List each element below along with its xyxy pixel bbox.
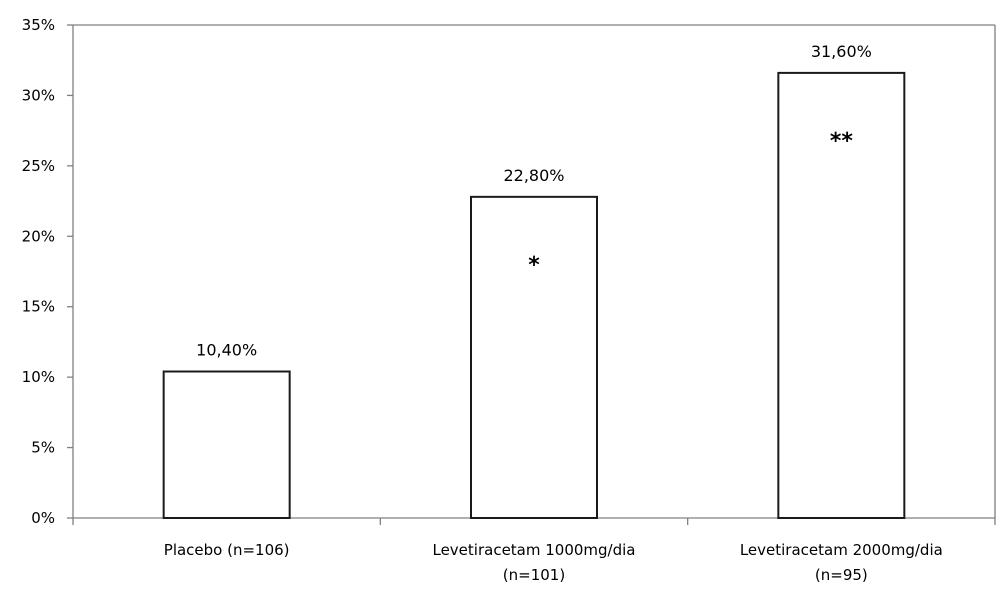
data-labels: 10,40% 22,80% * 31,60% **	[196, 42, 872, 360]
data-label: 31,60%	[811, 42, 872, 61]
bar	[777, 71, 906, 520]
x-category-label: (n=95)	[815, 566, 868, 584]
x-category-label: (n=101)	[503, 566, 565, 584]
y-tick-label: 10%	[22, 368, 55, 386]
plot-frame	[73, 24, 996, 518]
data-label: 22,80%	[503, 166, 564, 185]
y-tick-label: 30%	[22, 86, 55, 104]
bar	[162, 370, 291, 519]
y-tick-label: 5%	[31, 439, 55, 457]
bars	[162, 71, 906, 520]
y-axis: 0% 5% 10% 15% 20% 25% 30% 35%	[22, 16, 74, 527]
x-axis: Placebo (n=106) Levetiracetam 1000mg/dia (…	[72, 517, 996, 584]
x-category-label: Levetiracetam 1000mg/dia	[432, 541, 635, 559]
bar	[470, 195, 598, 520]
significance-mark: *	[528, 253, 540, 278]
y-tick-label: 35%	[22, 16, 55, 34]
x-category-label: Placebo (n=106)	[164, 541, 290, 559]
significance-mark: **	[830, 129, 854, 154]
data-label: 10,40%	[196, 341, 257, 360]
y-tick-label: 15%	[22, 298, 55, 316]
x-category-label: Levetiracetam 2000mg/dia	[740, 541, 943, 559]
y-tick-label: 0%	[31, 509, 55, 527]
y-tick-label: 25%	[22, 157, 55, 175]
y-tick-label: 20%	[22, 227, 55, 245]
